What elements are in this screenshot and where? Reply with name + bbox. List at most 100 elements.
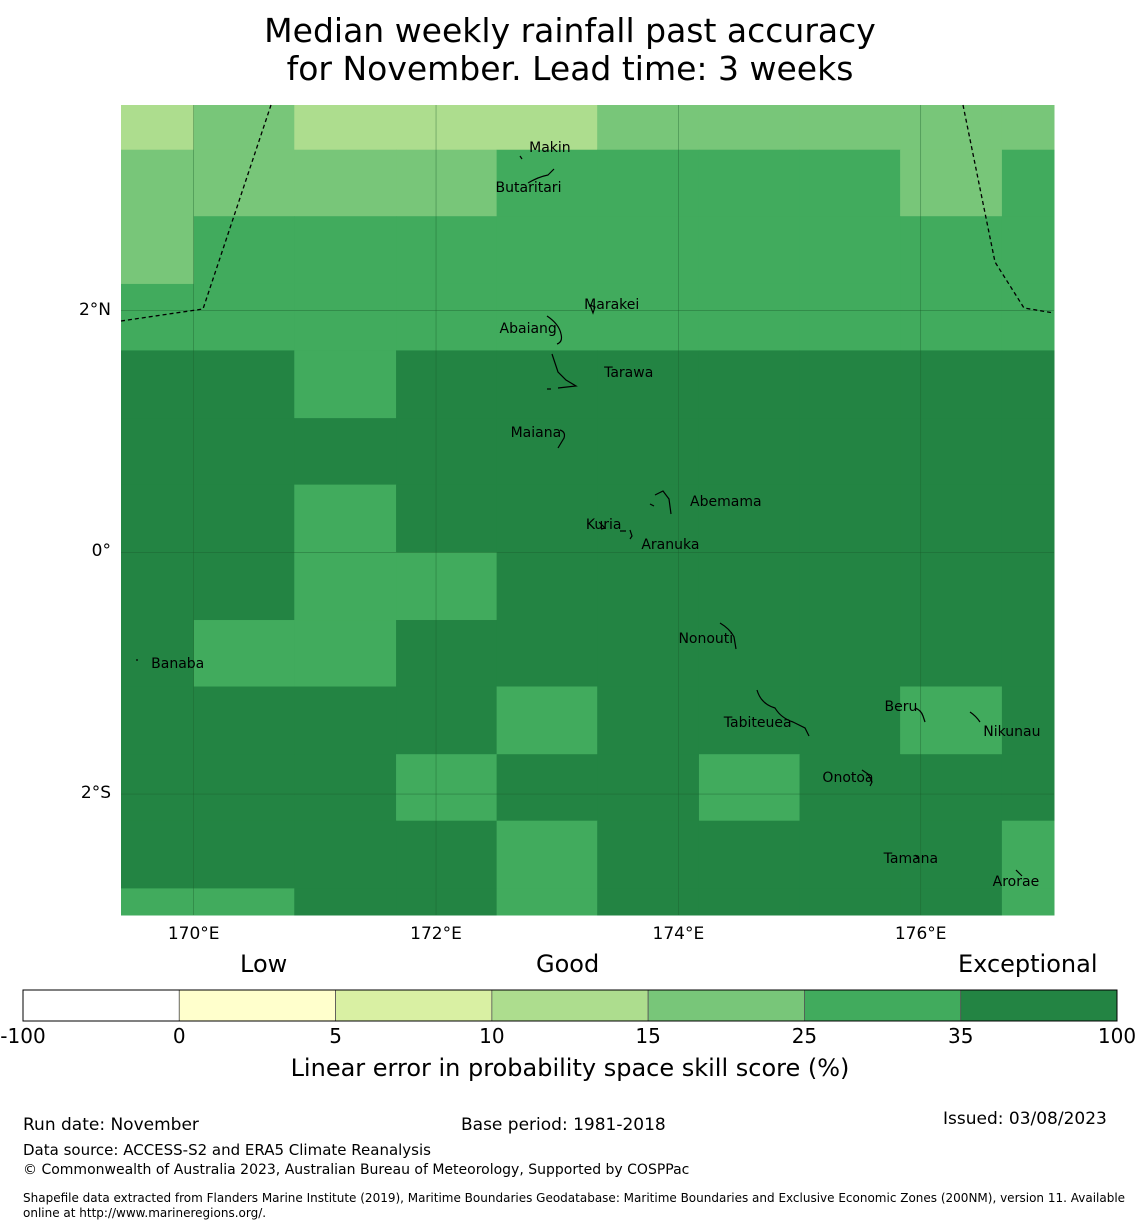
colorbar-tick-label: -100 xyxy=(0,1024,46,1048)
colorbar-bin xyxy=(804,989,962,1022)
place-label-tamana: Tamana xyxy=(883,850,939,867)
grid-cell xyxy=(698,149,801,217)
grid-cell xyxy=(193,754,295,822)
base-period: Base period: 1981-2018 xyxy=(461,1115,666,1135)
island-outline xyxy=(914,707,926,723)
grid-cell xyxy=(396,686,498,755)
island-outline xyxy=(588,303,596,315)
grid-cell xyxy=(121,820,195,889)
grid-cell xyxy=(597,350,700,419)
place-label-tarawa: Tarawa xyxy=(604,364,654,381)
grid-cell xyxy=(900,283,1003,351)
island-outline xyxy=(719,622,737,650)
grid-cell xyxy=(396,552,498,621)
grid-cell xyxy=(597,283,700,351)
colorbar-bin xyxy=(335,989,493,1022)
grid-cell xyxy=(496,484,598,553)
grid-cell xyxy=(597,484,700,553)
grid-cell xyxy=(294,484,397,553)
graticule xyxy=(121,105,1054,915)
grid-cell xyxy=(698,620,801,688)
map-title-line-2: for November. Lead time: 3 weeks xyxy=(286,49,854,88)
colorbar-frame xyxy=(22,989,1118,1022)
grid-cell xyxy=(799,754,901,822)
grid-cell xyxy=(1001,686,1055,755)
grid-cell xyxy=(496,686,598,755)
eez-boundaries xyxy=(120,104,1055,322)
colorbar-tick-label: 0 xyxy=(172,1024,186,1048)
colorbar-bin xyxy=(22,989,180,1022)
grid-cell xyxy=(900,552,1003,621)
grid-cell xyxy=(121,105,195,151)
colorbar-tick-label: 5 xyxy=(329,1024,342,1048)
grid-cell xyxy=(396,820,498,889)
grid-cell xyxy=(597,552,700,621)
grid-cell xyxy=(698,283,801,351)
grid-cell xyxy=(396,350,498,419)
grid-cell xyxy=(799,620,901,688)
grid-cell xyxy=(294,686,397,755)
grid-cell xyxy=(496,620,598,688)
grid-cell xyxy=(597,620,700,688)
grid-cell xyxy=(597,216,700,285)
grid-cell xyxy=(597,105,700,151)
grid-cell xyxy=(496,754,598,822)
grid-cell xyxy=(396,283,498,351)
grid-cell xyxy=(799,105,901,151)
grid-cell xyxy=(121,754,195,822)
colorbar-label: Linear error in probability space skill … xyxy=(290,1054,850,1082)
grid-cell xyxy=(193,418,295,486)
category-exceptional: Exceptional xyxy=(958,950,1098,978)
grid-cell xyxy=(193,216,295,285)
place-label-marakei: Marakei xyxy=(584,296,640,313)
place-label-aranuka: Aranuka xyxy=(641,537,700,554)
data-source: Data source: ACCESS-S2 and ERA5 Climate … xyxy=(23,1141,431,1159)
map-canvas xyxy=(120,104,1055,916)
grid-cell xyxy=(597,820,700,889)
place-label-beru: Beru xyxy=(884,699,918,716)
grid-cell xyxy=(294,283,397,351)
grid-cell xyxy=(193,552,295,621)
grid-cell xyxy=(597,754,700,822)
category-low: Low xyxy=(240,950,288,978)
grid-cell xyxy=(496,552,598,621)
grid-cell xyxy=(900,820,1003,889)
island-outline xyxy=(527,168,555,184)
grid-cell xyxy=(799,149,901,217)
grid-cell xyxy=(294,754,397,822)
grid-cell xyxy=(900,686,1003,755)
place-label-abemama: Abemama xyxy=(690,493,762,510)
grid-cell xyxy=(193,888,295,916)
grid-cell xyxy=(799,216,901,285)
grid-cell xyxy=(121,283,195,351)
lon-tick-label: 174°E xyxy=(652,924,705,944)
grid-cell xyxy=(698,888,801,916)
island-outline xyxy=(756,689,810,737)
grid-cell xyxy=(698,484,801,553)
grid-cell xyxy=(698,820,801,889)
grid-cell xyxy=(496,105,598,151)
grid-cell xyxy=(900,888,1003,916)
grid-cell xyxy=(496,149,598,217)
grid-cell xyxy=(496,283,598,351)
grid-cell xyxy=(396,418,498,486)
grid-cell xyxy=(597,418,700,486)
map-title-line-1: Median weekly rainfall past accuracy xyxy=(264,11,876,50)
island-outline xyxy=(546,315,563,345)
grid-cell xyxy=(1001,283,1055,351)
grid-cell xyxy=(121,216,195,285)
issued-date: Issued: 03/08/2023 xyxy=(943,1109,1107,1129)
colorbar-bin xyxy=(960,989,1118,1022)
grid-cell xyxy=(121,686,195,755)
grid-cell xyxy=(193,620,295,688)
grid-cell xyxy=(900,418,1003,486)
eez-line-east xyxy=(962,104,1055,314)
grid-cell xyxy=(396,754,498,822)
place-label-nonouti: Nonouti xyxy=(678,630,734,647)
skill-grid xyxy=(121,105,1055,916)
colorbar-tick-label: 25 xyxy=(791,1024,818,1048)
lon-tick-label: 176°E xyxy=(894,924,947,944)
island-outline xyxy=(654,490,672,515)
grid-cell xyxy=(698,686,801,755)
grid-cell xyxy=(396,149,498,217)
